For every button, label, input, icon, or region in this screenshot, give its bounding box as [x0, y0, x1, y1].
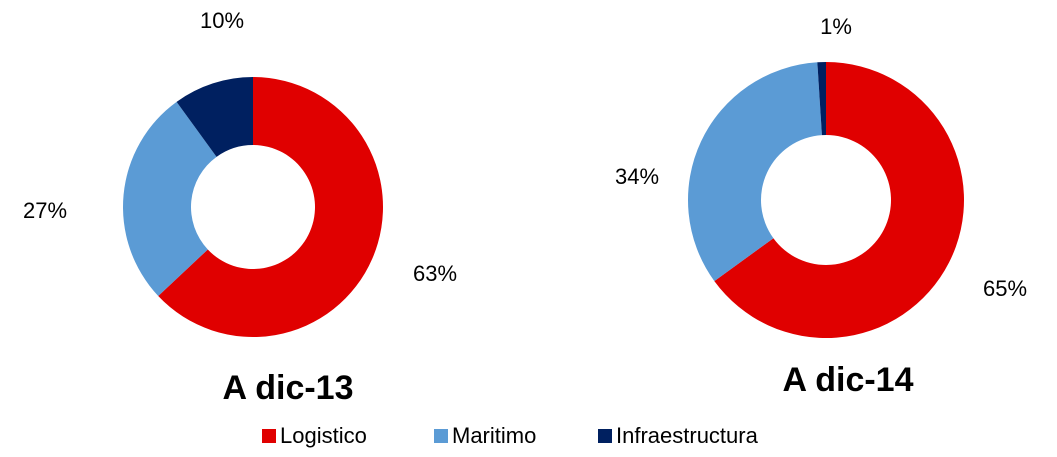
donut-slice [176, 77, 253, 157]
legend-label: Logistico [280, 423, 367, 448]
legend-label: Maritimo [452, 423, 536, 448]
data-label: 65% [983, 276, 1027, 301]
donut-slice [687, 62, 822, 282]
legend-swatch [262, 429, 276, 443]
legend-swatch [598, 429, 612, 443]
donut-slice [158, 77, 383, 338]
donut-slice [714, 62, 964, 338]
donut-slice [123, 101, 217, 296]
data-label: 34% [615, 164, 659, 189]
data-label: 1% [820, 14, 852, 39]
legend-swatch [434, 429, 448, 443]
chart-title: A dic-14 [782, 361, 913, 399]
chart-title: A dic-13 [222, 369, 353, 407]
legend-label: Infraestructura [616, 423, 759, 448]
data-label: 27% [23, 198, 67, 223]
donut-slice [817, 62, 826, 136]
data-label: 10% [200, 8, 244, 33]
data-label: 63% [413, 261, 457, 286]
